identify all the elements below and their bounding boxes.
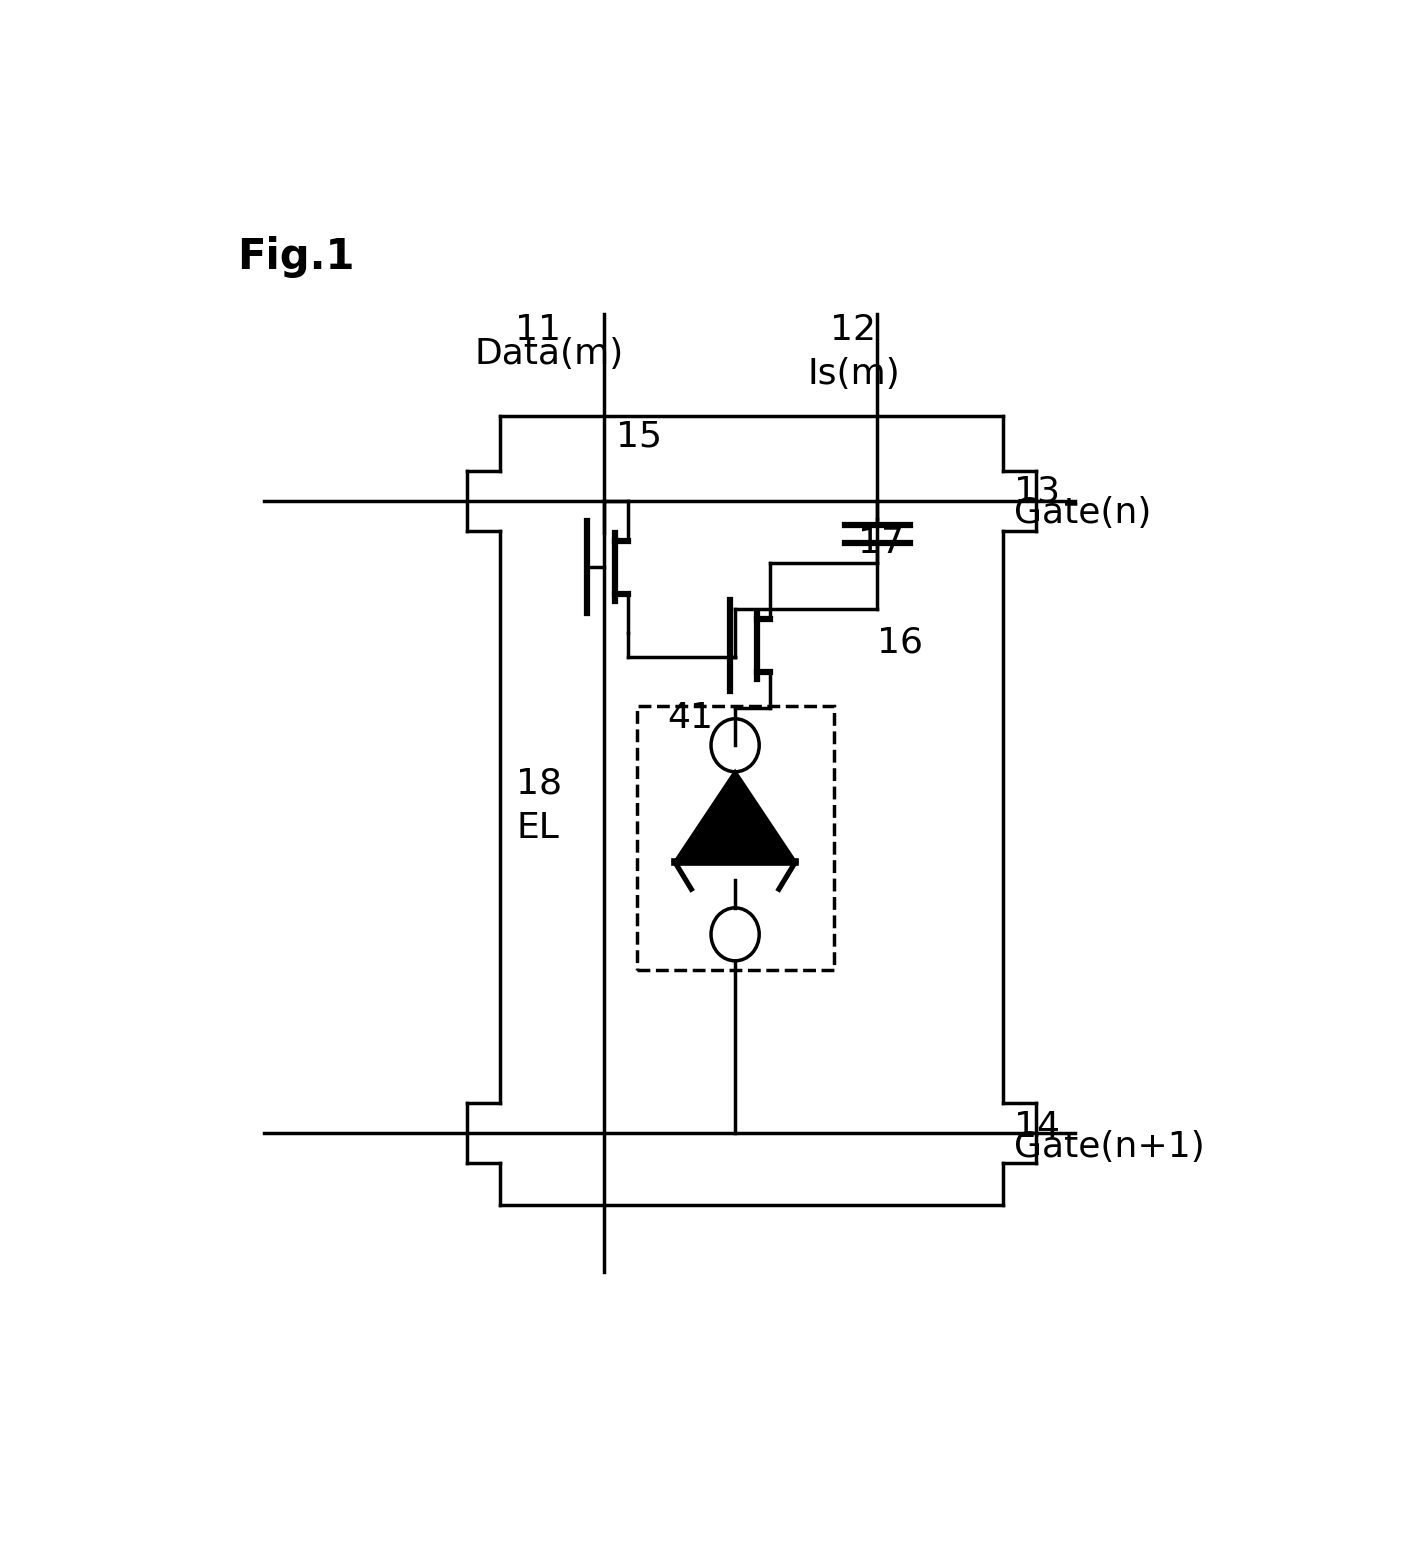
Text: 11: 11 <box>514 313 561 347</box>
Text: 16: 16 <box>877 626 924 660</box>
Text: 17: 17 <box>858 526 904 560</box>
Text: Is(m): Is(m) <box>807 357 900 391</box>
Text: 15: 15 <box>616 421 661 454</box>
Text: 18: 18 <box>516 766 562 801</box>
Text: 12: 12 <box>831 313 876 347</box>
Text: 14: 14 <box>1015 1110 1060 1143</box>
Bar <box>636 705 834 970</box>
Text: 41: 41 <box>667 701 714 735</box>
Text: Gate(n): Gate(n) <box>1015 496 1152 530</box>
Polygon shape <box>675 771 796 862</box>
Text: EL: EL <box>516 812 560 846</box>
Text: Gate(n+1): Gate(n+1) <box>1015 1131 1205 1165</box>
Text: Fig.1: Fig.1 <box>237 236 355 278</box>
Text: 13: 13 <box>1015 474 1060 508</box>
Text: Data(m): Data(m) <box>475 336 623 371</box>
